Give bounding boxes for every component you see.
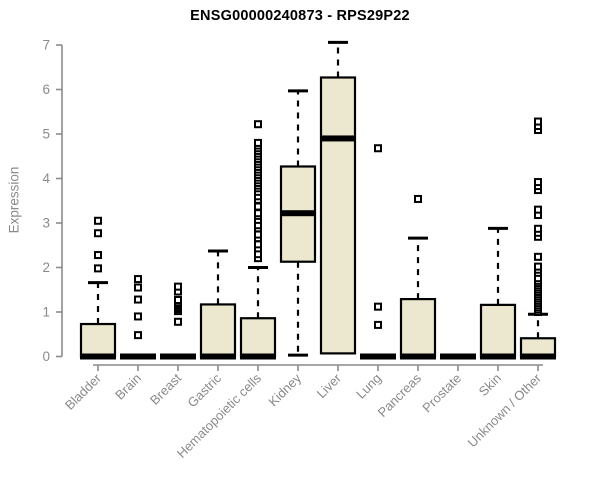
outlier-point — [94, 229, 102, 238]
outlier-point — [134, 312, 142, 321]
x-tick-label: Prostate — [419, 371, 464, 416]
y-tick-label: 6 — [42, 82, 50, 97]
x-tick-label: Lung — [353, 371, 384, 402]
median-breast — [160, 353, 196, 360]
outlier-point — [534, 252, 542, 261]
y-tick-label: 7 — [42, 38, 50, 53]
median-pancreas — [400, 353, 436, 360]
outlier-point — [94, 216, 102, 225]
chart-title: ENSG00000240873 - RPS29P22 — [190, 8, 410, 24]
outlier-point — [534, 262, 542, 271]
outlier-point — [254, 202, 262, 211]
y-tick-label: 2 — [42, 260, 50, 275]
box-gastric — [199, 303, 237, 358]
outlier-point — [254, 138, 262, 147]
outlier-point — [254, 209, 262, 218]
box-pancreas — [399, 297, 437, 358]
median-hematopoietic-cells — [240, 353, 276, 360]
y-tick-label: 4 — [42, 171, 50, 186]
median-gastric — [200, 353, 236, 360]
median-brain — [120, 353, 156, 360]
outlier-point — [254, 120, 262, 129]
median-lung — [360, 353, 396, 360]
outlier-point — [134, 295, 142, 304]
x-tick-label: Skin — [476, 371, 504, 399]
y-tick-label: 3 — [42, 216, 50, 231]
median-liver — [320, 135, 356, 142]
x-tick-label: Bladder — [62, 370, 105, 413]
outlier-point — [254, 230, 262, 239]
outlier-point — [134, 275, 142, 284]
median-kidney — [280, 210, 316, 217]
outlier-point — [174, 295, 182, 304]
y-tick-label: 5 — [42, 127, 50, 142]
outlier-point — [534, 205, 542, 214]
box-hematopoietic-cells — [239, 317, 277, 358]
outlier-point — [534, 224, 542, 233]
median-unknown-other — [520, 353, 556, 360]
outlier-point — [94, 251, 102, 260]
outlier-point — [534, 178, 542, 187]
y-tick-label: 0 — [42, 349, 50, 364]
x-tick-label: Pancreas — [375, 370, 425, 420]
outlier-point — [374, 302, 382, 311]
outlier-point — [534, 117, 542, 126]
outlier-point — [134, 331, 142, 340]
x-tick-label: Unknown / Other — [465, 370, 545, 450]
outlier-point — [414, 194, 422, 203]
outlier-point — [134, 283, 142, 292]
x-tick-label: Breast — [147, 370, 184, 407]
x-tick-label: Brain — [112, 371, 144, 403]
outlier-point — [254, 240, 262, 249]
outlier-point — [174, 282, 182, 291]
x-tick-label: Kidney — [265, 370, 304, 409]
outlier-point — [374, 320, 382, 329]
median-skin — [480, 353, 516, 360]
x-tick-label: Liver — [314, 370, 345, 401]
y-tick-label: 1 — [42, 305, 50, 320]
box-bladder — [79, 322, 117, 358]
outlier-point — [174, 317, 182, 326]
median-bladder — [80, 353, 116, 360]
outlier-point — [94, 264, 102, 273]
outlier-point — [374, 144, 382, 153]
median-prostate — [440, 353, 476, 360]
box-liver — [319, 76, 357, 355]
box-skin — [479, 303, 517, 358]
